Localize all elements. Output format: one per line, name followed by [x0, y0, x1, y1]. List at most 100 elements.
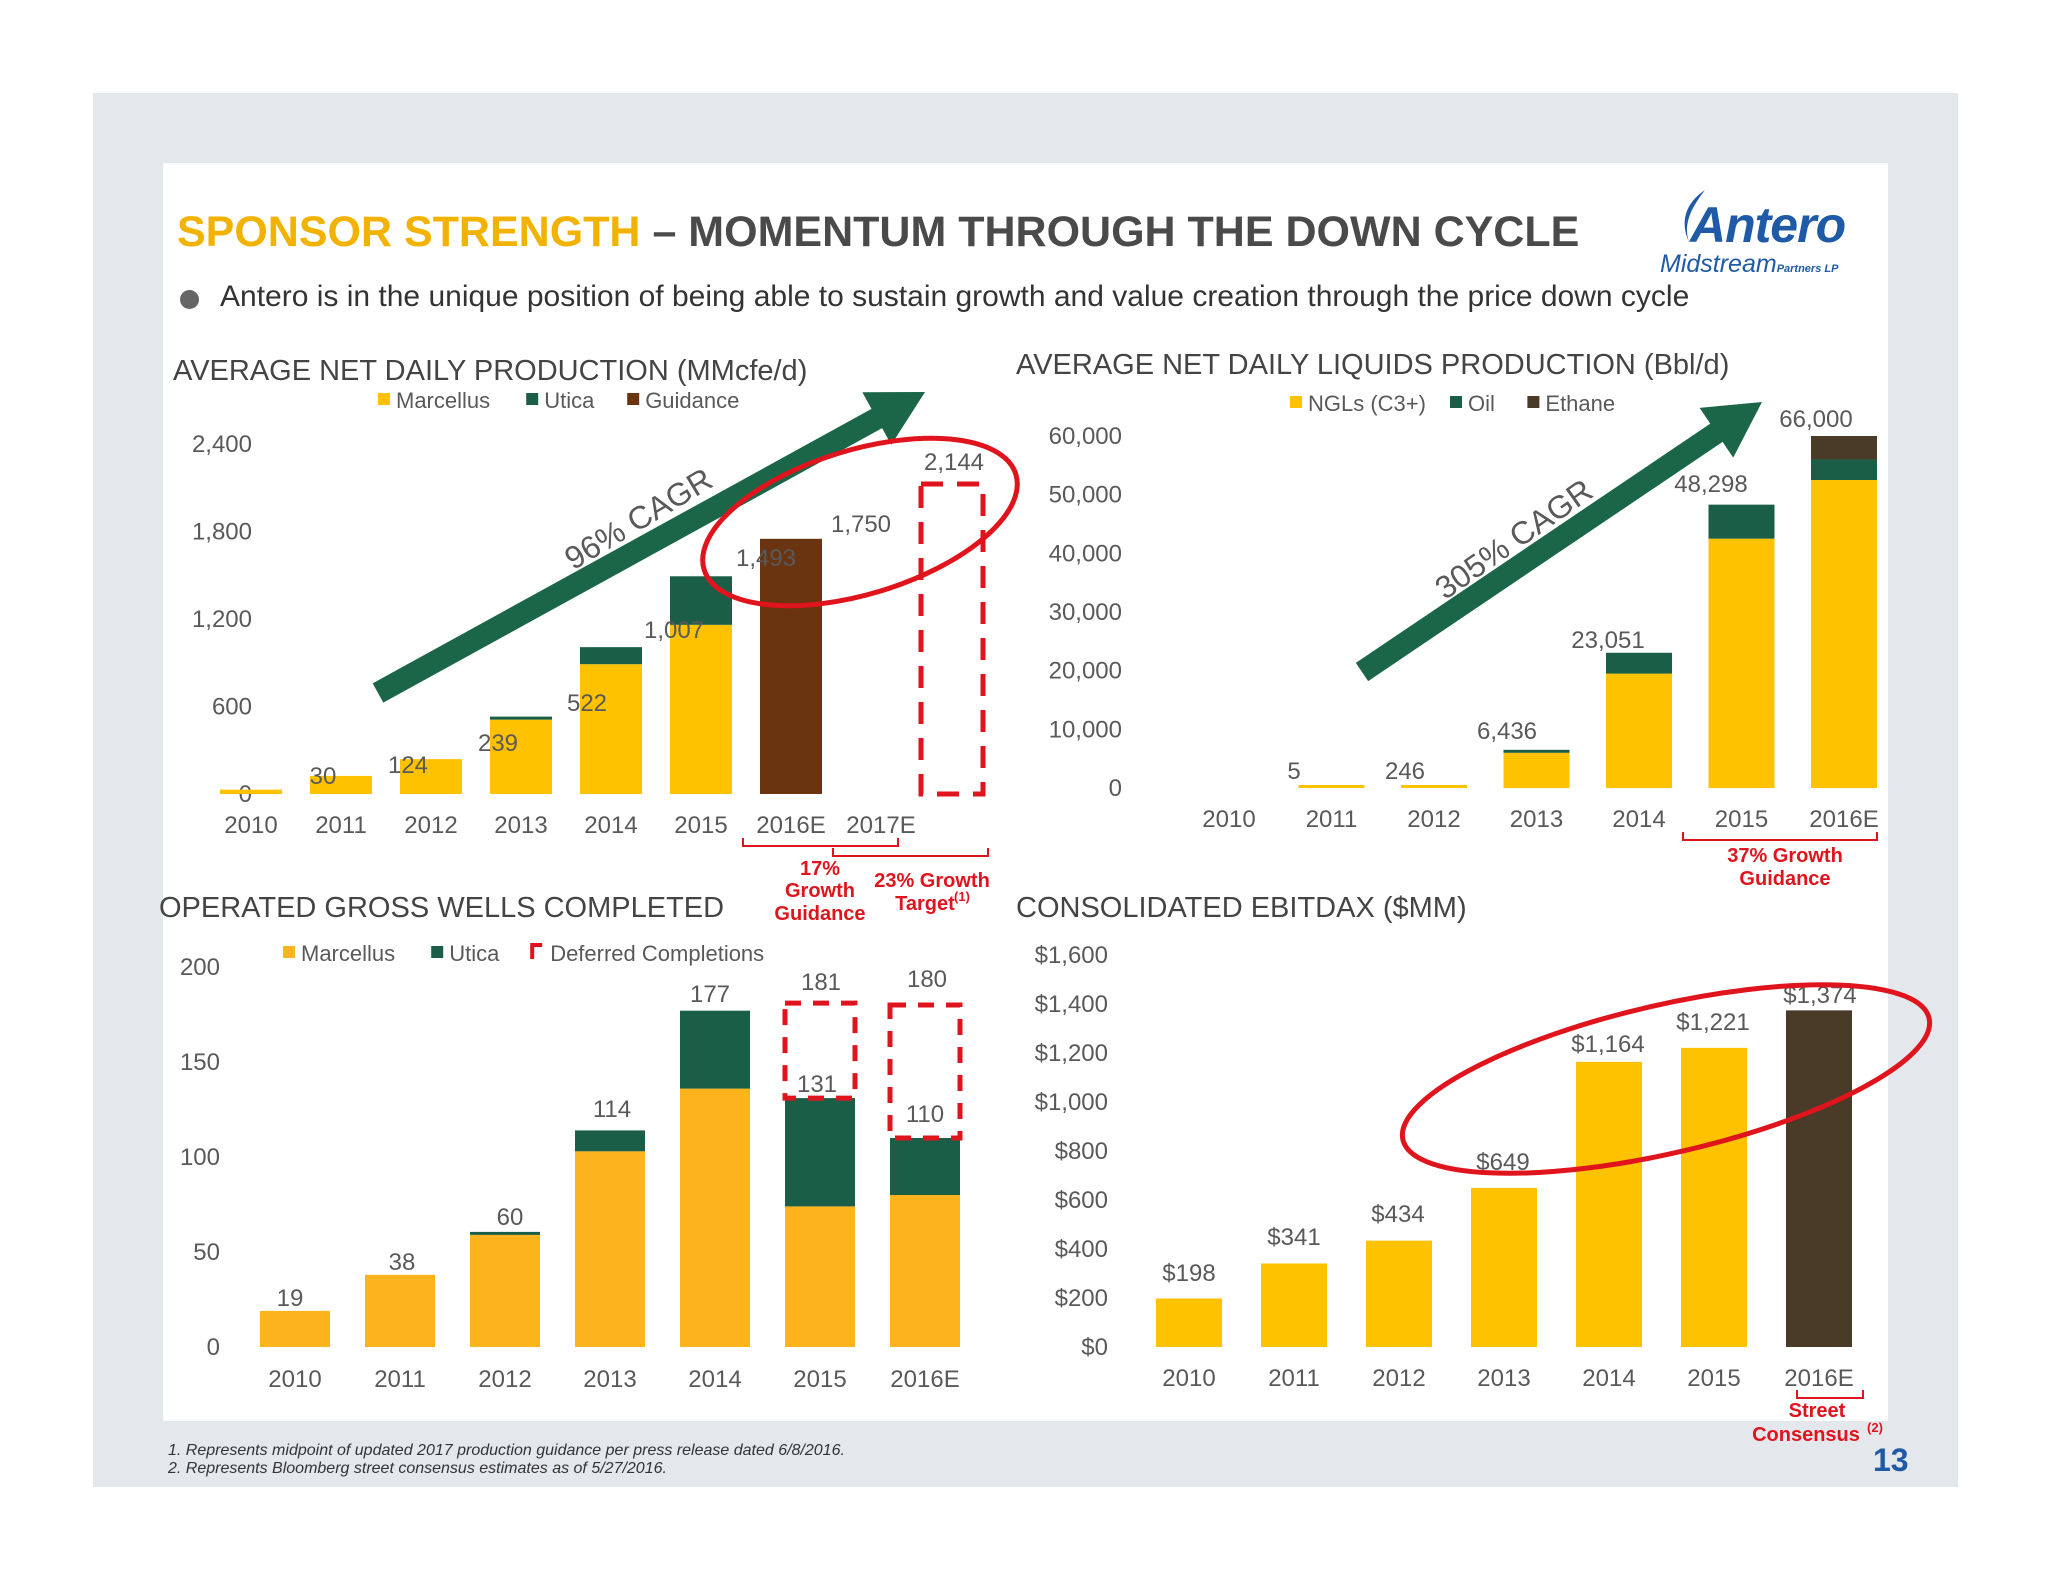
- production-bracket-2016: [742, 838, 899, 847]
- production-bar-marcellus: [580, 664, 642, 794]
- ebitdax-xtick: 2010: [1162, 1365, 1215, 1392]
- ebitdax-xtick: 2011: [1268, 1365, 1320, 1392]
- wells-value-label: 60: [497, 1204, 524, 1231]
- ebitdax-ytick: $1,400: [1035, 991, 1108, 1018]
- wells-deferred-label: 181: [801, 969, 841, 996]
- wells-bar-utica: [890, 1138, 960, 1195]
- production-value-label: 1,007: [644, 617, 704, 644]
- slide-title: SPONSOR STRENGTH – MOMENTUM THROUGH THE …: [177, 208, 1579, 257]
- liquids-cagr-arrow: [1355, 402, 1762, 682]
- ebitdax-ytick: $400: [1055, 1236, 1108, 1263]
- production-value-label: 239: [478, 730, 518, 757]
- liquids-xtick: 2014: [1612, 806, 1665, 833]
- production-annotation-2: Target: [895, 893, 955, 915]
- production-annotation-1: Growth: [785, 880, 855, 902]
- wells-bar-marcellus: [575, 1151, 645, 1347]
- ebitdax-ytick: $1,000: [1035, 1089, 1108, 1116]
- wells-ytick: 0: [207, 1334, 220, 1361]
- ebitdax-value-label: $1,221: [1676, 1009, 1749, 1036]
- liquids-value-label: 6,436: [1477, 718, 1537, 745]
- liquids-ytick: 10,000: [1049, 716, 1122, 743]
- ebitdax-ytick: $800: [1055, 1138, 1108, 1165]
- ebitdax-value-label: $434: [1371, 1201, 1424, 1228]
- production-annotation-1: Guidance: [774, 903, 865, 925]
- ebitdax-ytick: $0: [1081, 1334, 1108, 1361]
- production-bar-guidance: [760, 538, 822, 794]
- bullet-dot: [180, 290, 199, 309]
- production-bar-marcellus: [220, 789, 282, 794]
- wells-value-label: 19: [277, 1285, 304, 1312]
- liquids-bar-ethane: [1811, 436, 1877, 460]
- liquids-value-label: 5: [1287, 758, 1300, 785]
- wells-legend-label: Utica: [449, 941, 500, 966]
- liquids-value-label: 23,051: [1571, 627, 1644, 654]
- liquids-bar-ngls-c-: [1606, 673, 1672, 788]
- liquids-legend-label: NGLs (C3+): [1308, 391, 1426, 416]
- ebitdax-ytick: $200: [1055, 1285, 1108, 1312]
- production-bar-marcellus: [400, 759, 462, 794]
- production-value-label: 124: [388, 752, 428, 779]
- wells-ytick: 200: [180, 954, 220, 981]
- production-legend-swatch: [378, 393, 390, 405]
- production-legend-label: Utica: [544, 388, 595, 413]
- wells-xtick: 2015: [793, 1366, 846, 1393]
- production-xtick: 2014: [584, 812, 637, 839]
- wells-ytick: 150: [180, 1049, 220, 1076]
- wells-xtick: 2011: [374, 1366, 426, 1393]
- wells-legend-label: Marcellus: [301, 941, 395, 966]
- ebitdax-bar: [1156, 1298, 1222, 1347]
- ebitdax-value-label: $341: [1267, 1224, 1320, 1251]
- wells-legend-swatch: [431, 946, 444, 958]
- wells-bar-utica: [785, 1098, 855, 1207]
- liquids-legend-swatch: [1527, 396, 1540, 408]
- wells-xtick: 2012: [478, 1366, 531, 1393]
- ebitdax-title: CONSOLIDATED EBITDAX ($MM): [1016, 892, 1467, 924]
- logo-wordmark: Antero: [1690, 197, 1846, 253]
- ebitdax-xtick: 2014: [1582, 1365, 1635, 1392]
- liquids-legend-swatch: [1290, 396, 1302, 408]
- wells-bar-marcellus: [785, 1206, 855, 1347]
- production-bar-marcellus: [490, 719, 552, 794]
- liquids-bar-ngls-c-: [1708, 538, 1775, 788]
- liquids-xtick: 2010: [1202, 806, 1255, 833]
- liquids-ytick: 60,000: [1049, 423, 1122, 450]
- production-xtick: 2010: [224, 812, 277, 839]
- ebitdax-highlight-ellipse: [1399, 982, 1933, 1176]
- antero-flame-icon: [1684, 190, 1705, 242]
- production-bracket-2017: [832, 848, 989, 857]
- ebitdax-ytick: $1,600: [1035, 942, 1108, 969]
- ebitdax-xtick: 2012: [1372, 1365, 1425, 1392]
- footnote-2: 2. Represents Bloomberg street consensus…: [168, 1460, 667, 1477]
- ebitdax-xtick: 2016E: [1784, 1365, 1853, 1392]
- wells-ytick: 50: [193, 1239, 220, 1266]
- liquids-title: AVERAGE NET DAILY LIQUIDS PRODUCTION (Bb…: [1016, 349, 1729, 381]
- wells-bar-utica: [470, 1231, 540, 1235]
- footnote-1: 1. Represents midpoint of updated 2017 p…: [168, 1442, 845, 1459]
- wells-xtick: 2010: [268, 1366, 321, 1393]
- production-bar-marcellus: [310, 775, 372, 794]
- liquids-ytick: 0: [1109, 775, 1122, 802]
- ebitdax-ytick: $600: [1055, 1187, 1108, 1214]
- production-value-label: 30: [310, 763, 337, 790]
- liquids-xtick: 2016E: [1809, 806, 1878, 833]
- liquids-bar-oil: [1503, 749, 1570, 753]
- ebitdax-value-label: $1,164: [1571, 1031, 1644, 1058]
- production-xtick: 2017E: [846, 812, 915, 839]
- liquids-xtick: 2013: [1510, 806, 1563, 833]
- production-legend-swatch: [526, 393, 539, 405]
- liquids-bar-ngls-c-: [1811, 480, 1877, 788]
- wells-legend-label: Deferred Completions: [550, 941, 764, 966]
- wells-bar-utica: [575, 1130, 645, 1152]
- ebitdax-bar: [1366, 1240, 1432, 1347]
- wells-value-label: 114: [593, 1096, 631, 1123]
- production-bar-utica: [670, 576, 732, 625]
- logo-sub-small: Partners LP: [1776, 263, 1839, 275]
- wells-bar-marcellus: [680, 1088, 750, 1347]
- ebitdax-xtick: 2015: [1687, 1365, 1740, 1392]
- page-number: 13: [1873, 1442, 1909, 1478]
- wells-xtick: 2014: [688, 1366, 741, 1393]
- liquids-bar-ngls-c-: [1503, 752, 1570, 788]
- ebitdax-bar: [1681, 1047, 1747, 1347]
- production-xtick: 2011: [315, 812, 367, 839]
- production-xtick: 2016E: [756, 812, 825, 839]
